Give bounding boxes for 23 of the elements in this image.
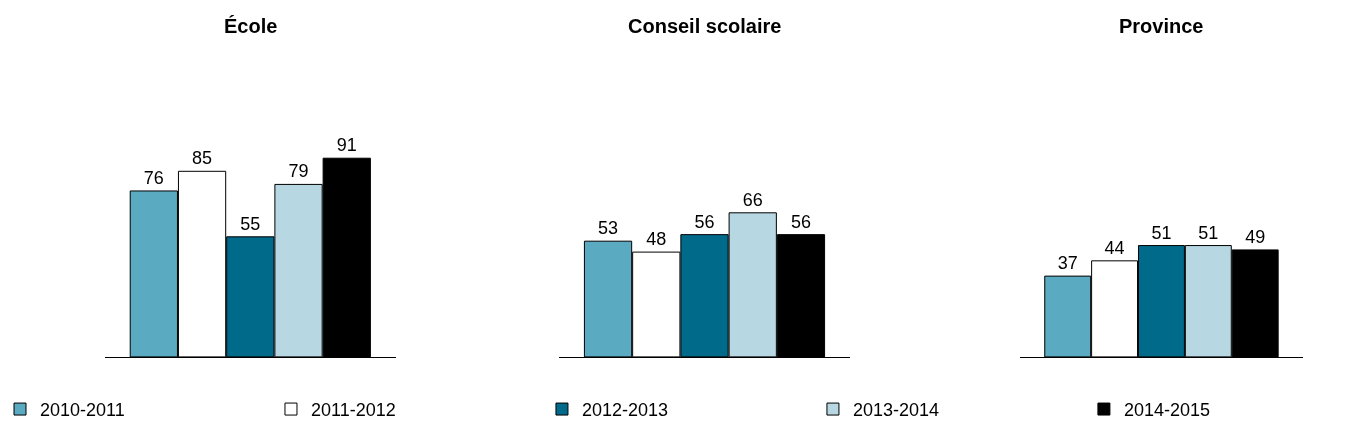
legend-label: 2011-2012 xyxy=(310,400,396,421)
data-label: 51 xyxy=(1198,222,1219,243)
data-label: 48 xyxy=(646,229,667,250)
data-label: 76 xyxy=(143,167,164,188)
data-label: 55 xyxy=(240,213,261,234)
data-label: 56 xyxy=(790,211,811,232)
data-label: 49 xyxy=(1245,226,1266,247)
data-label: 37 xyxy=(1057,253,1078,274)
legend-label: 2014-2015 xyxy=(1123,400,1211,421)
legend-label: 2013-2014 xyxy=(852,400,940,421)
data-label: 85 xyxy=(192,148,213,169)
chart-title: Conseil scolaire xyxy=(628,15,782,37)
legend-label: 2012-2013 xyxy=(581,400,669,421)
data-label: 53 xyxy=(598,218,619,239)
legend-label: 2010-2011 xyxy=(40,400,125,421)
data-label: 79 xyxy=(288,161,309,182)
data-label: 51 xyxy=(1151,222,1172,243)
data-label: 66 xyxy=(742,189,763,210)
chart-title: Province xyxy=(1119,15,1204,37)
data-label: 44 xyxy=(1104,237,1125,258)
data-label: 91 xyxy=(336,135,357,156)
chart-title: École xyxy=(224,15,278,37)
data-label: 56 xyxy=(694,211,715,232)
